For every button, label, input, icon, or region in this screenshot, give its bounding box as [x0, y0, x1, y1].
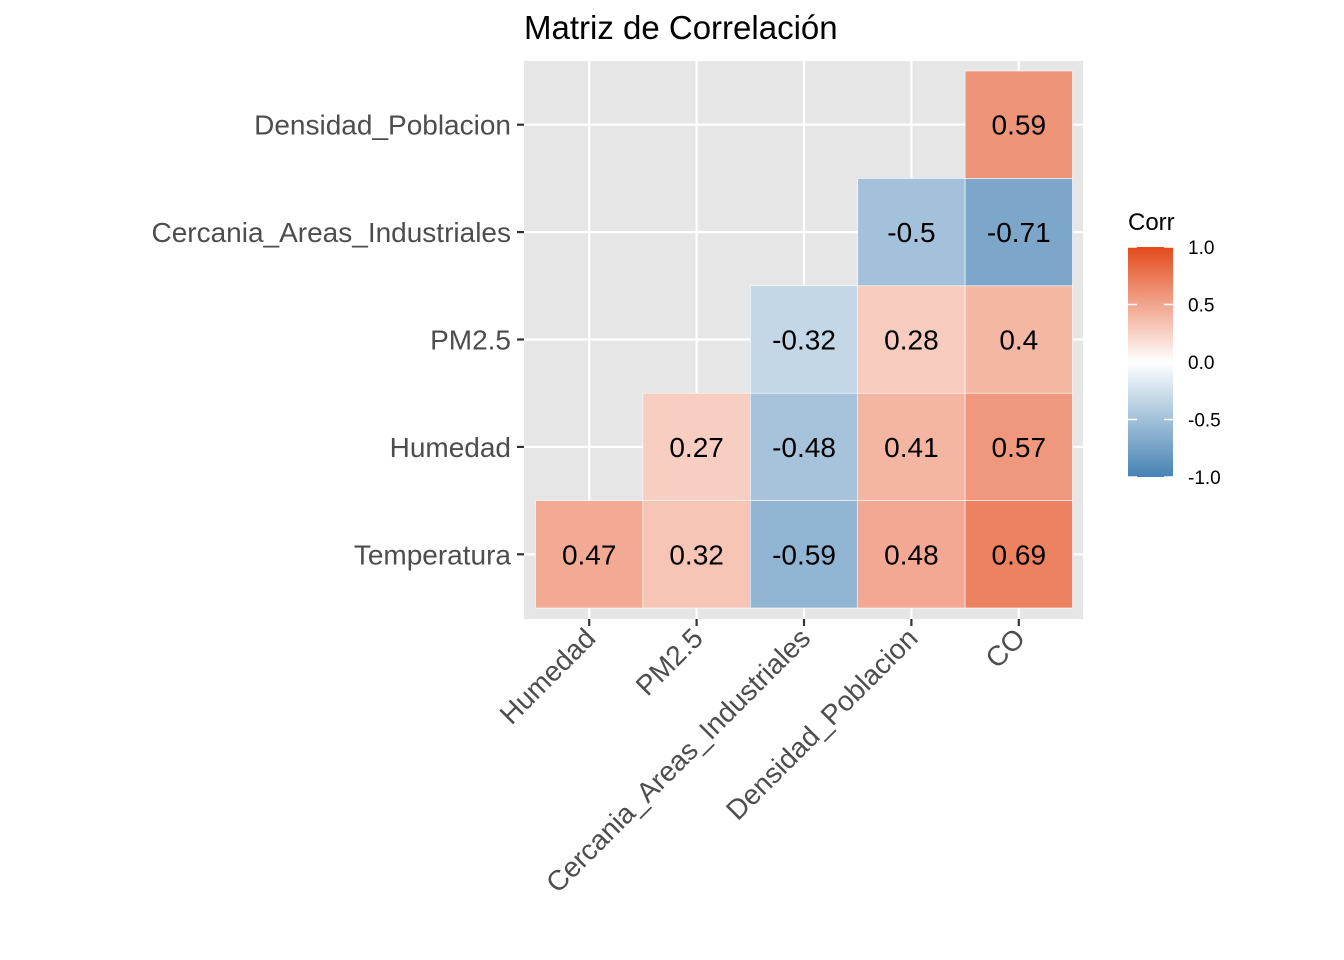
heatmap-cell: [749, 500, 858, 609]
legend-tick-label: -0.5: [1188, 411, 1221, 432]
cell-value-label: -0.48: [772, 432, 836, 463]
legend-tick-label: 0.5: [1188, 296, 1214, 317]
cell-value-label: 0.69: [992, 539, 1047, 570]
cell-value-label: -0.5: [887, 217, 935, 248]
heatmap-cell: [857, 500, 966, 609]
x-tick-label: PM2.5: [630, 622, 709, 701]
cell-value-label: 0.48: [884, 539, 939, 570]
cell-value-label: 0.4: [999, 325, 1038, 356]
heatmap-cell: [964, 392, 1073, 501]
x-tick-label: Humedad: [494, 622, 602, 730]
heatmap-cell: [642, 392, 751, 501]
heatmap-cell: [642, 500, 751, 609]
cell-value-label: 0.59: [992, 110, 1047, 141]
y-tick-label: Cercania_Areas_Industriales: [151, 217, 511, 248]
cell-value-label: -0.32: [772, 325, 836, 356]
heatmap-cells: [535, 70, 1073, 609]
y-tick-label: PM2.5: [430, 325, 511, 356]
y-tick-label: Temperatura: [354, 539, 512, 570]
chart-title: Matriz de Correlación: [524, 9, 838, 46]
cell-value-label: -0.59: [772, 539, 836, 570]
x-tick-label: Densidad_Poblacion: [720, 622, 924, 826]
heatmap-cell: [964, 178, 1073, 287]
y-tick-label: Densidad_Poblacion: [254, 110, 511, 141]
y-axis: Temperatura Humedad PM2.5 Cercania_Areas_In…: [151, 110, 524, 570]
heatmap-cell: [964, 70, 1073, 179]
y-tick-label: Humedad: [390, 432, 511, 463]
legend-tick-label: 0.0: [1188, 353, 1214, 374]
heatmap-cell: [749, 285, 858, 394]
cell-labels: 0.47 0.32 -0.59 0.48 0.69 0.27 -0.48 0.41 0.57 -0…: [562, 110, 1051, 571]
cell-value-label: 0.27: [669, 432, 724, 463]
cell-value-label: -0.71: [987, 217, 1051, 248]
cell-value-label: 0.41: [884, 432, 939, 463]
x-axis: Humedad PM2.5Cercania_Areas_IndustrialesD…: [494, 619, 1031, 898]
heatmap-cell: [964, 500, 1073, 609]
heatmap-cell: [535, 500, 644, 609]
cell-value-label: 0.47: [562, 539, 617, 570]
legend-tick-label: 1.0: [1188, 238, 1214, 259]
heatmap-cell: [964, 285, 1073, 394]
cell-value-label: 0.28: [884, 325, 939, 356]
legend-title: Corr: [1128, 209, 1175, 236]
color-legend: Corr 1.0 0.5 0.0 -0.5 -1.0: [1128, 209, 1221, 489]
x-tick-label: CO: [979, 622, 1031, 674]
heatmap-cell: [857, 178, 966, 287]
cell-value-label: 0.57: [992, 432, 1047, 463]
cell-value-label: 0.32: [669, 539, 724, 570]
heatmap-cell: [749, 392, 858, 501]
legend-tick-label: -1.0: [1188, 468, 1221, 489]
legend-ticks: 1.0 0.5 0.0 -0.5 -1.0: [1128, 238, 1221, 489]
